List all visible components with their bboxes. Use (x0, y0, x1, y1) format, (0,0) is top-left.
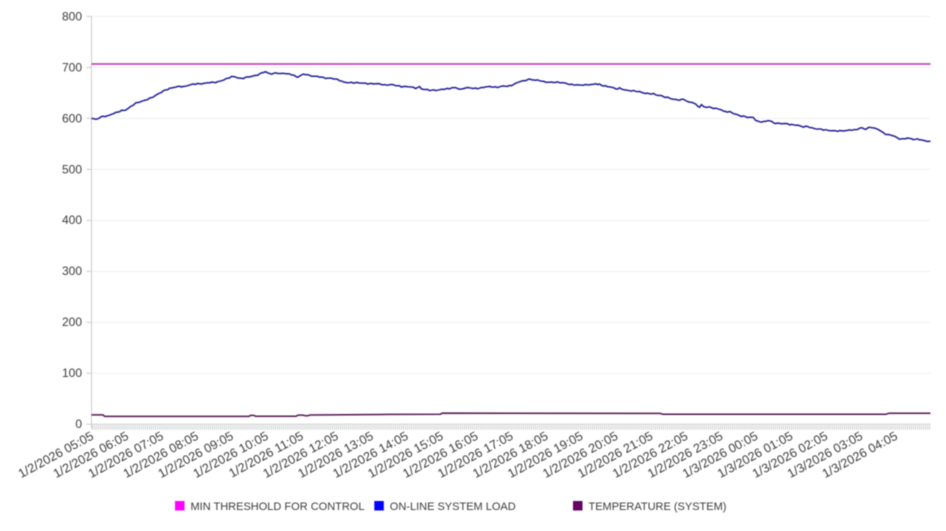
svg-text:800: 800 (62, 9, 82, 23)
svg-text:ON-LINE SYSTEM LOAD: ON-LINE SYSTEM LOAD (390, 501, 516, 513)
svg-text:300: 300 (62, 264, 82, 278)
svg-text:400: 400 (62, 213, 82, 227)
svg-text:600: 600 (62, 111, 82, 125)
svg-text:200: 200 (62, 315, 82, 329)
svg-text:0: 0 (75, 417, 82, 431)
svg-text:MIN THRESHOLD FOR CONTROL: MIN THRESHOLD FOR CONTROL (191, 501, 365, 513)
svg-text:700: 700 (62, 60, 82, 74)
svg-text:100: 100 (62, 366, 82, 380)
svg-text:TEMPERATURE (SYSTEM): TEMPERATURE (SYSTEM) (589, 501, 727, 513)
svg-text:500: 500 (62, 162, 82, 176)
